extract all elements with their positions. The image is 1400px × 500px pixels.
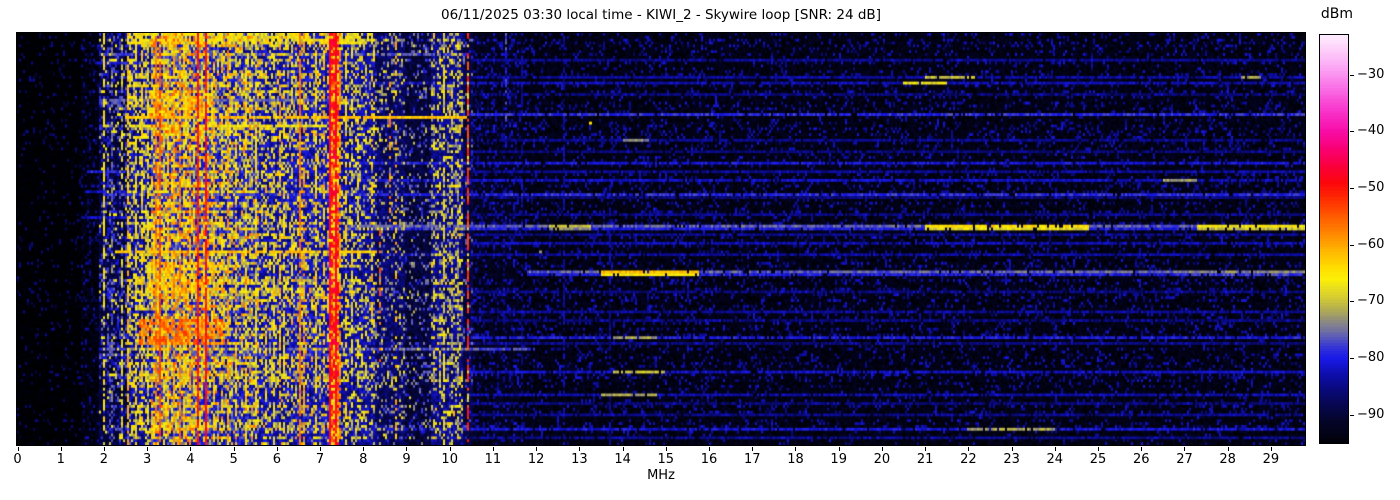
x-tick-mark — [1098, 447, 1100, 451]
colorbar-tick-mark — [1350, 188, 1354, 189]
x-tick-mark — [1141, 447, 1143, 451]
x-tick-label: 28 — [1219, 452, 1236, 467]
x-tick-label: 8 — [359, 452, 368, 467]
x-tick-mark — [709, 447, 711, 451]
x-tick-label: 9 — [402, 452, 411, 467]
colorbar-tick-mark — [1350, 301, 1354, 303]
colorbar-gradient — [1320, 35, 1348, 443]
colorbar-unit-label: dBm — [1320, 6, 1354, 22]
x-tick-mark — [103, 447, 105, 451]
x-tick-label: 1 — [56, 452, 65, 467]
x-tick-label: 0 — [13, 452, 22, 467]
x-tick-label: 2 — [99, 452, 109, 467]
x-tick-mark — [190, 447, 192, 451]
colorbar-tick-mark — [1350, 414, 1354, 416]
colorbar — [1319, 34, 1349, 444]
colorbar-tick-label: −80 — [1357, 350, 1385, 365]
x-tick-label: 17 — [743, 452, 761, 467]
x-tick-mark — [1054, 447, 1056, 451]
x-tick-mark — [449, 447, 451, 451]
colorbar-tick-label: −70 — [1357, 293, 1385, 309]
x-tick-label: 11 — [484, 452, 502, 467]
x-tick-mark — [881, 447, 883, 451]
x-tick-label: 14 — [614, 452, 631, 467]
colorbar-tick-mark — [1350, 358, 1354, 359]
x-tick-mark — [665, 447, 667, 451]
x-tick-label: 19 — [830, 452, 847, 467]
x-tick-mark — [1184, 447, 1186, 451]
x-tick-label: 26 — [1132, 452, 1150, 467]
x-tick-mark — [492, 447, 494, 451]
x-tick-mark — [1227, 447, 1229, 451]
x-tick-mark — [1011, 447, 1013, 451]
x-tick-label: 3 — [143, 452, 152, 467]
x-tick-mark — [1270, 447, 1272, 451]
x-tick-label: 29 — [1262, 452, 1280, 467]
x-tick-label: 16 — [700, 452, 718, 467]
colorbar-tick-label: −30 — [1357, 66, 1385, 82]
colorbar-tick-mark — [1350, 131, 1354, 133]
x-tick-label: 13 — [571, 452, 588, 467]
x-tick-label: 27 — [1176, 452, 1193, 467]
x-tick-mark — [838, 447, 840, 451]
x-tick-label: 25 — [1089, 452, 1107, 467]
x-tick-label: 23 — [1003, 452, 1020, 467]
x-tick-label: 7 — [315, 452, 325, 467]
x-tick-label: 18 — [787, 452, 804, 467]
x-tick-mark — [406, 447, 408, 451]
colorbar-tick-mark — [1350, 74, 1354, 76]
x-tick-mark — [752, 447, 754, 451]
x-tick-mark — [925, 447, 927, 451]
colorbar-tick-label: −60 — [1357, 236, 1385, 252]
x-tick-label: 22 — [960, 452, 977, 467]
waterfall-plot-area — [16, 32, 1306, 446]
x-axis-label: MHz — [647, 468, 675, 483]
x-tick-mark — [579, 447, 581, 451]
x-tick-mark — [147, 447, 149, 451]
colorbar-tick-label: −40 — [1357, 123, 1385, 139]
x-tick-mark — [622, 447, 624, 451]
x-tick-label: 5 — [229, 452, 238, 467]
plot-title: 06/11/2025 03:30 local time - KIWI_2 - S… — [441, 7, 881, 23]
x-tick-mark — [968, 447, 970, 451]
x-tick-mark — [233, 447, 235, 451]
x-tick-mark — [276, 447, 278, 451]
x-tick-mark — [363, 447, 365, 451]
colorbar-tick-label: −90 — [1357, 406, 1385, 422]
x-tick-mark — [60, 447, 62, 451]
x-tick-mark — [17, 447, 19, 451]
x-tick-mark — [320, 447, 322, 451]
x-tick-label: 24 — [1046, 452, 1064, 467]
colorbar-tick-label: −50 — [1357, 180, 1385, 195]
colorbar-tick-mark — [1350, 244, 1354, 246]
x-tick-label: 21 — [916, 452, 934, 467]
x-tick-label: 20 — [873, 452, 891, 467]
waterfall-canvas — [17, 33, 1305, 445]
x-tick-label: 6 — [272, 452, 281, 467]
x-tick-label: 10 — [441, 452, 458, 467]
x-tick-label: 15 — [657, 452, 675, 467]
x-tick-mark — [536, 447, 538, 451]
x-tick-mark — [795, 447, 797, 451]
x-tick-label: 4 — [186, 452, 195, 467]
x-tick-label: 12 — [527, 452, 545, 467]
